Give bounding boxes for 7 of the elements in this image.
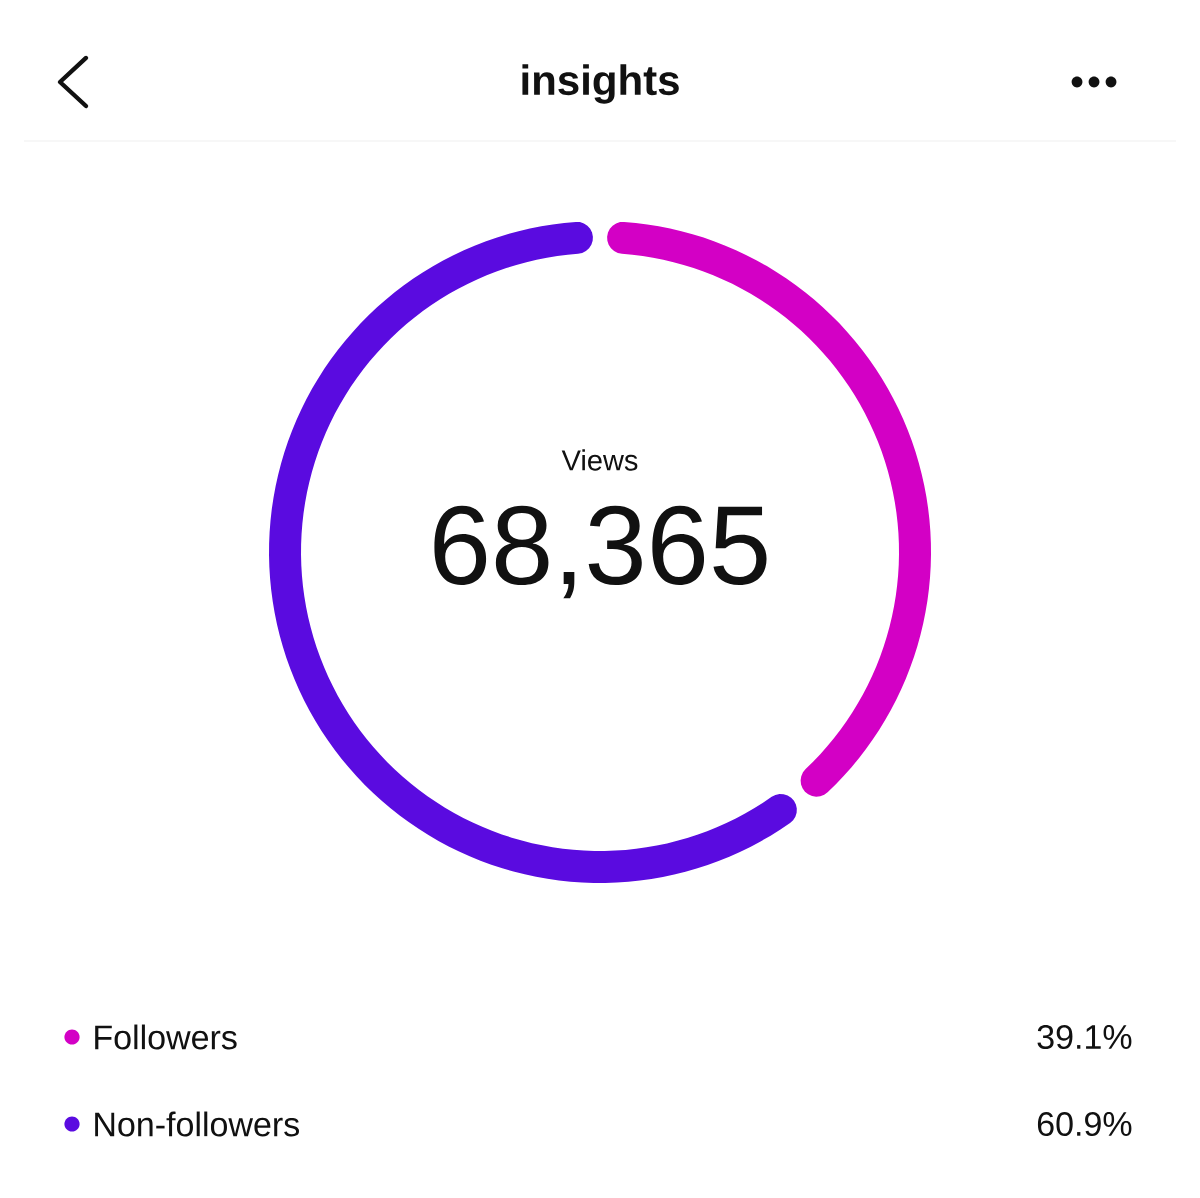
data-label: 60.9% <box>1037 1111 1132 1137</box>
legend-label: Followers <box>95 1024 237 1050</box>
chart-title: insights <box>522 64 679 104</box>
text: Views <box>561 449 638 471</box>
text: 68,365 <box>434 505 767 599</box>
data-label: 39.1% <box>1037 1024 1132 1050</box>
legend-label: Non-followers <box>95 1111 299 1137</box>
